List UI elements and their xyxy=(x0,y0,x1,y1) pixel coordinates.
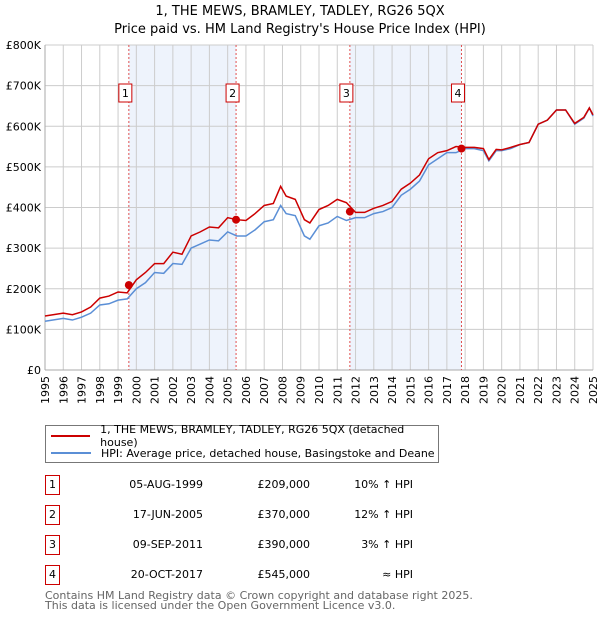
sale-price: £209,000 xyxy=(257,478,311,491)
x-tick-label: 2006 xyxy=(240,376,253,404)
y-tick-label: £600K xyxy=(6,120,42,133)
x-tick-label: 2012 xyxy=(350,376,363,404)
legend-item-property: 1, THE MEWS, BRAMLEY, TADLEY, RG26 5QX (… xyxy=(51,423,438,449)
x-tick-label: 2000 xyxy=(130,376,143,404)
sale-date: 09-SEP-2011 xyxy=(132,538,203,551)
x-tick-label: 2021 xyxy=(514,376,527,404)
legend-swatch-blue xyxy=(51,452,91,454)
sale-price: £545,000 xyxy=(257,568,311,581)
sale-point xyxy=(232,215,241,224)
sale-number-badge: 3 xyxy=(45,535,60,555)
x-tick-label: 2014 xyxy=(386,376,399,404)
y-tick-label: £100K xyxy=(6,323,42,336)
legend-label: HPI: Average price, detached house, Basi… xyxy=(101,446,435,460)
y-tick-label: £200K xyxy=(6,283,42,296)
y-tick-label: £500K xyxy=(6,161,42,174)
sale-date: 17-JUN-2005 xyxy=(132,508,203,521)
x-tick-label: 2004 xyxy=(203,376,216,404)
sale-row: 1 05-AUG-1999 £209,000 10% ↑ HPI xyxy=(45,475,445,495)
x-tick-label: 1995 xyxy=(39,376,52,404)
sale-number-badge: 4 xyxy=(45,565,60,585)
x-tick-label: 2019 xyxy=(477,376,490,404)
sale-label: 1 xyxy=(122,87,129,100)
sale-hpi-comparison: 10% ↑ HPI xyxy=(354,478,413,491)
sale-date: 05-AUG-1999 xyxy=(129,478,203,491)
x-tick-label: 2013 xyxy=(368,376,381,404)
x-tick-label: 1999 xyxy=(112,376,125,404)
x-tick-label: 2016 xyxy=(423,376,436,404)
footer-copyright: Contains HM Land Registry data © Crown c… xyxy=(45,589,473,602)
sale-label-box xyxy=(450,83,465,103)
x-tick-label: 2024 xyxy=(569,376,582,404)
x-tick-label: 1996 xyxy=(57,376,70,404)
legend-label: 1, THE MEWS, BRAMLEY, TADLEY, RG26 5QX (… xyxy=(100,423,405,449)
price-chart: 1995 1996 1997 1998 1999 2000 2001 2002 2003 2004… xyxy=(6,39,600,404)
x-tick-label: 2025 xyxy=(587,376,600,404)
y-tick-label: £800K xyxy=(6,39,42,52)
chart-title: 1, THE MEWS, BRAMLEY, TADLEY, RG26 5QX xyxy=(155,4,445,19)
x-tick-label: 2003 xyxy=(185,376,198,404)
x-tick-label: 2001 xyxy=(149,376,162,404)
y-tick-label: £700K xyxy=(6,80,42,93)
hpi-line xyxy=(44,106,594,322)
sale-row: 4 20-OCT-2017 £545,000 ≈ HPI xyxy=(45,565,445,585)
legend-item-hpi: HPI: Average price, detached house, Basi… xyxy=(51,445,435,461)
sale-hpi-comparison: ≈ HPI xyxy=(382,568,413,581)
x-tick-label: 2002 xyxy=(167,376,180,404)
x-tick-label: 2022 xyxy=(532,376,545,404)
property-price-line xyxy=(44,106,594,317)
sale-price: £390,000 xyxy=(257,538,311,551)
sale-point xyxy=(457,144,466,153)
sale-label: 2 xyxy=(229,87,236,100)
sale-number-badge: 1 xyxy=(45,475,60,495)
sale-label-box xyxy=(225,83,240,103)
chart-subtitle: Price paid vs. HM Land Registry's House … xyxy=(114,22,486,37)
x-tick-label: 2007 xyxy=(258,376,271,404)
x-tick-label: 2008 xyxy=(276,376,289,404)
sale-point xyxy=(124,281,133,290)
x-tick-label: 2015 xyxy=(404,376,417,404)
sale-number-badge: 2 xyxy=(45,505,60,525)
x-tick-label: 2011 xyxy=(331,376,344,404)
x-tick-label: 2017 xyxy=(441,376,454,404)
sale-hpi-comparison: 12% ↑ HPI xyxy=(354,508,413,521)
legend-swatch-red xyxy=(51,435,91,437)
sale-price: £370,000 xyxy=(257,508,311,521)
footer-licence: This data is licensed under the Open Gov… xyxy=(45,599,396,612)
x-tick-label: 1997 xyxy=(76,376,89,404)
x-tick-label: 2005 xyxy=(222,376,235,404)
y-tick-label: £0 xyxy=(27,364,41,377)
sale-label-box xyxy=(118,83,133,103)
x-tick-label: 2023 xyxy=(550,376,563,404)
y-tick-label: £400K xyxy=(6,202,42,215)
x-tick-label: 2020 xyxy=(496,376,509,404)
sale-row: 2 17-JUN-2005 £370,000 12% ↑ HPI xyxy=(45,505,445,525)
y-tick-label: £300K xyxy=(6,242,42,255)
sale-label: 4 xyxy=(454,87,461,100)
sale-date: 20-OCT-2017 xyxy=(130,568,203,581)
sale-row: 3 09-SEP-2011 £390,000 3% ↑ HPI xyxy=(45,535,445,555)
sale-hpi-comparison: 3% ↑ HPI xyxy=(361,538,413,551)
legend: 1, THE MEWS, BRAMLEY, TADLEY, RG26 5QX (… xyxy=(45,423,439,463)
x-tick-label: 2009 xyxy=(295,376,308,404)
sale-label: 3 xyxy=(343,87,350,100)
x-tick-label: 2010 xyxy=(313,376,326,404)
sale-label-box xyxy=(339,83,354,103)
sale-point xyxy=(345,207,354,216)
x-tick-label: 2018 xyxy=(459,376,472,404)
x-tick-label: 1998 xyxy=(94,376,107,404)
